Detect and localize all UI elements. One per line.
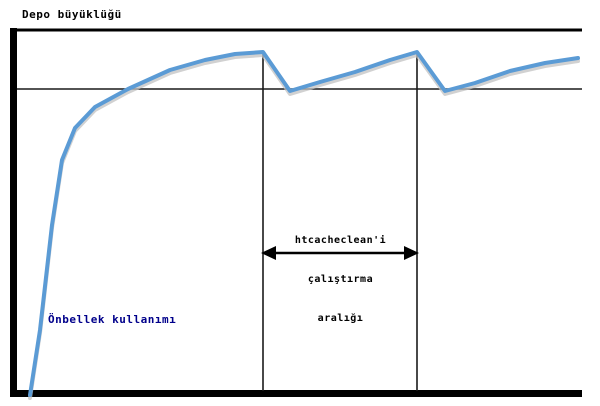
chart-title: Depo büyüklüğü [22,8,122,21]
cache-usage-curve [28,50,580,397]
cleanup-interval-label: htcacheclean'i çalıştırma aralığı [263,208,418,351]
arrow-head-right [404,246,419,260]
arrow-head-left [261,246,276,260]
cleanup-interval-label-line-3: aralığı [317,313,364,324]
cleanup-interval-label-line-1: htcacheclean'i [294,235,387,246]
cleanup-interval-arrow [261,246,419,260]
cleanup-interval-label-line-2: çalıştırma [307,274,374,285]
cache-usage-series-label: Önbellek kullanımı [48,313,177,326]
